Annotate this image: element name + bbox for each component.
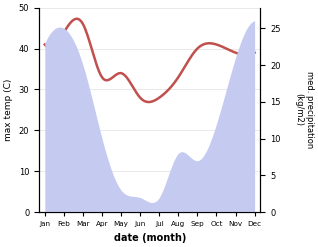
Y-axis label: med. precipitation
(kg/m2): med. precipitation (kg/m2): [294, 71, 314, 149]
X-axis label: date (month): date (month): [114, 233, 186, 243]
Y-axis label: max temp (C): max temp (C): [4, 79, 13, 141]
